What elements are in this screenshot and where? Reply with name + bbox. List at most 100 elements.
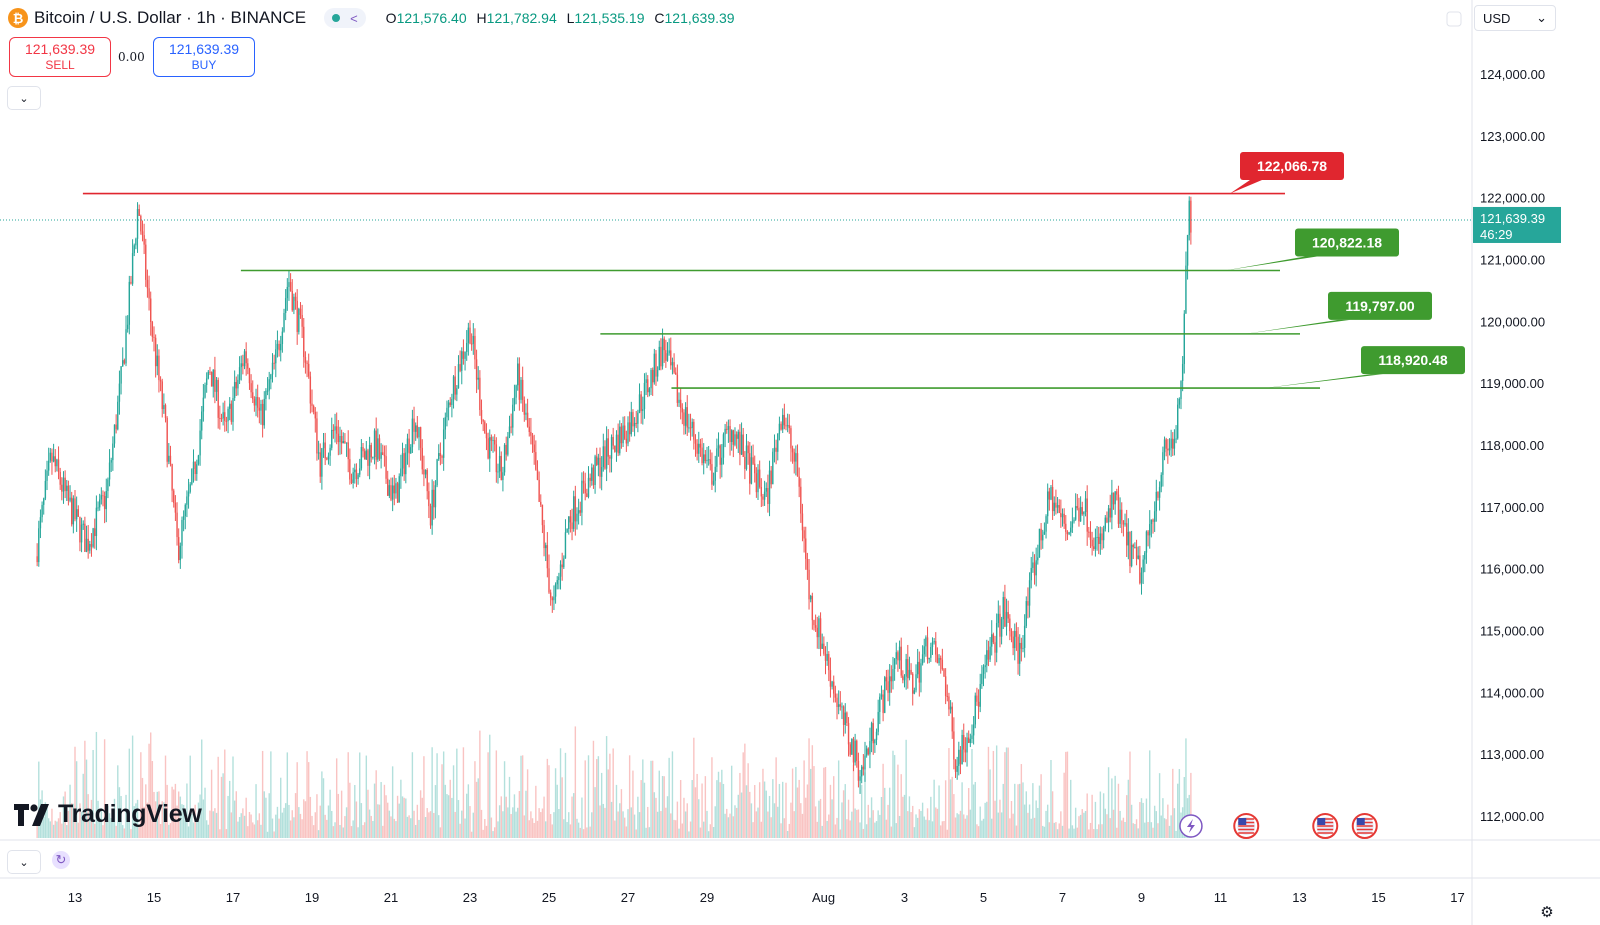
candle-body (1066, 531, 1069, 535)
candle-body (958, 749, 960, 766)
volume-bar (113, 798, 116, 838)
candle-body (782, 414, 784, 430)
volume-bar (872, 810, 874, 838)
us-flag-icon[interactable] (1351, 813, 1378, 839)
candle-body (954, 759, 957, 772)
symbol-title[interactable]: Bitcoin / U.S. Dollar · 1h · BINANCE (34, 8, 307, 27)
candle-body (470, 343, 473, 345)
currency-select[interactable]: USD ⌄ (1474, 5, 1556, 31)
candle-body (912, 673, 914, 694)
candle-body (205, 378, 208, 386)
candle-body (209, 371, 211, 373)
candle-body (551, 597, 553, 601)
candle-body (1007, 612, 1009, 619)
volume-bar (89, 810, 91, 838)
candle-body (887, 681, 889, 693)
volume-bar (554, 768, 557, 838)
volume-bar (823, 767, 825, 838)
collapse-toggle-button[interactable]: ⌄ (7, 86, 41, 110)
volume-bar (683, 797, 685, 838)
candle-body (1025, 601, 1027, 626)
candle-body (1163, 439, 1166, 453)
candle-body (77, 509, 79, 517)
share-icon[interactable]: < (350, 10, 358, 26)
volume-bar (62, 796, 65, 838)
candle-body (658, 346, 660, 371)
volume-bar (1134, 823, 1136, 838)
market-status-pill[interactable]: < (324, 8, 366, 28)
candle-body (135, 238, 137, 246)
candle-body (176, 512, 178, 538)
candle-body (125, 329, 127, 364)
candle-body (605, 438, 608, 469)
volume-bar (1099, 791, 1102, 838)
volume-bar (1175, 830, 1177, 838)
volume-bar (630, 807, 632, 838)
candle-body (703, 454, 705, 464)
volume-bar (182, 804, 185, 838)
candle-body (472, 335, 474, 344)
candle-body (665, 350, 667, 361)
volume-bar (910, 812, 912, 838)
volume-bar (54, 820, 56, 838)
level-label: 120,822.18 (1312, 234, 1382, 250)
volume-bar (204, 787, 206, 838)
candle-body (1177, 404, 1179, 439)
volume-bar (36, 825, 38, 838)
candle-body (1125, 523, 1128, 546)
volume-bar (1102, 793, 1105, 838)
volume-bar (561, 777, 563, 838)
candle-body (861, 766, 863, 777)
candle-body (82, 523, 84, 525)
candle-body (322, 442, 325, 449)
volume-bar (372, 820, 374, 838)
candle-body (197, 455, 200, 465)
volume-bar (278, 818, 280, 838)
settings-gear-icon[interactable]: ⚙ (1540, 904, 1554, 921)
volume-bar (1073, 828, 1075, 838)
x-tick-label: 29 (700, 890, 714, 905)
candle-body (314, 411, 316, 419)
candle-body (100, 495, 103, 500)
candle-body (495, 444, 498, 473)
candle-body (525, 412, 527, 415)
candle-body (673, 362, 675, 373)
volume-bar (150, 732, 152, 838)
volume-bar (811, 745, 814, 838)
volume-bar (424, 817, 427, 838)
us-flag-icon[interactable] (1233, 813, 1260, 839)
candle-body (543, 525, 545, 549)
volume-bar (574, 726, 577, 838)
lightning-icon[interactable] (1179, 814, 1203, 838)
refresh-icon[interactable]: ↻ (52, 851, 70, 869)
candle-body (143, 235, 145, 245)
candle-body (1158, 487, 1161, 498)
volume-bar (1048, 822, 1051, 838)
volume-bar (148, 743, 150, 838)
candle-body (365, 450, 368, 460)
volume-bar (997, 812, 1000, 838)
timeframe-toggle-button[interactable]: ⌄ (7, 850, 41, 874)
volume-bar (719, 782, 721, 838)
volume-bar (912, 805, 914, 838)
candle-body (614, 445, 616, 452)
volume-bar (123, 828, 126, 838)
candle-body (757, 469, 759, 493)
volume-bar (382, 825, 384, 838)
volume-bar (897, 764, 899, 838)
us-flag-icon[interactable] (1312, 813, 1339, 839)
candle-body (222, 412, 224, 419)
candle-body (663, 338, 665, 351)
volume-bar (431, 747, 433, 838)
candle-body (164, 405, 167, 419)
volume-bar (643, 782, 646, 838)
candle-body (1037, 557, 1039, 561)
candle-body (1088, 531, 1090, 533)
volume-bar (288, 804, 290, 838)
sell-button[interactable]: 121,639.39 SELL (9, 37, 111, 77)
volume-bar (543, 796, 545, 838)
buy-button[interactable]: 121,639.39 BUY (153, 37, 255, 77)
volume-bar (798, 779, 800, 838)
candle-body (750, 457, 753, 484)
